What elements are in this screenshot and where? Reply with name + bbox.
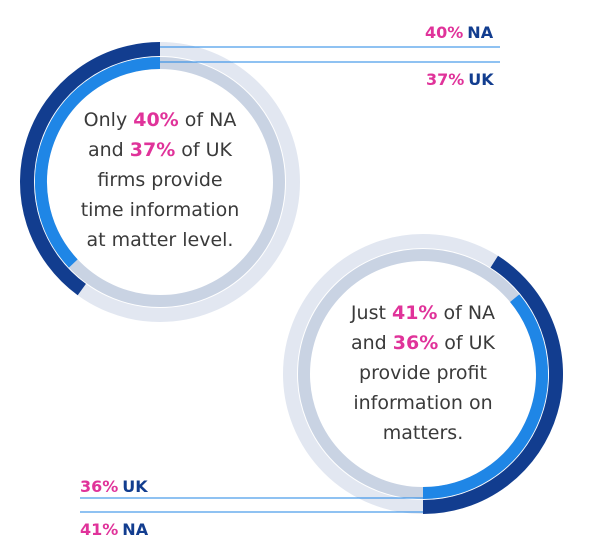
- chart2-uk-arc: [422, 294, 548, 499]
- chart1-caption: Only 40% of NA and 37% of UK firms provi…: [80, 109, 240, 251]
- chart2-na-inline-pct: 41%: [391, 302, 438, 324]
- chart1-na-label: 40% NA: [425, 23, 494, 42]
- chart1-na-arc: [20, 42, 161, 296]
- chart2-na-label: 41% NA: [80, 520, 149, 539]
- chart2-na-arc: [422, 255, 563, 514]
- chart1-uk-label: 37% UK: [426, 70, 494, 89]
- chart1-na-inline-pct: 40%: [133, 109, 179, 131]
- chart1-uk-inline-pct: 37%: [129, 139, 176, 161]
- chart2-uk-label: 36% UK: [80, 477, 148, 496]
- chart2-caption: Just 41% of NA and 36% of UK provide pro…: [350, 302, 496, 444]
- chart1-uk-arc: [35, 57, 161, 268]
- chart2-uk-inline-pct: 36%: [392, 332, 439, 354]
